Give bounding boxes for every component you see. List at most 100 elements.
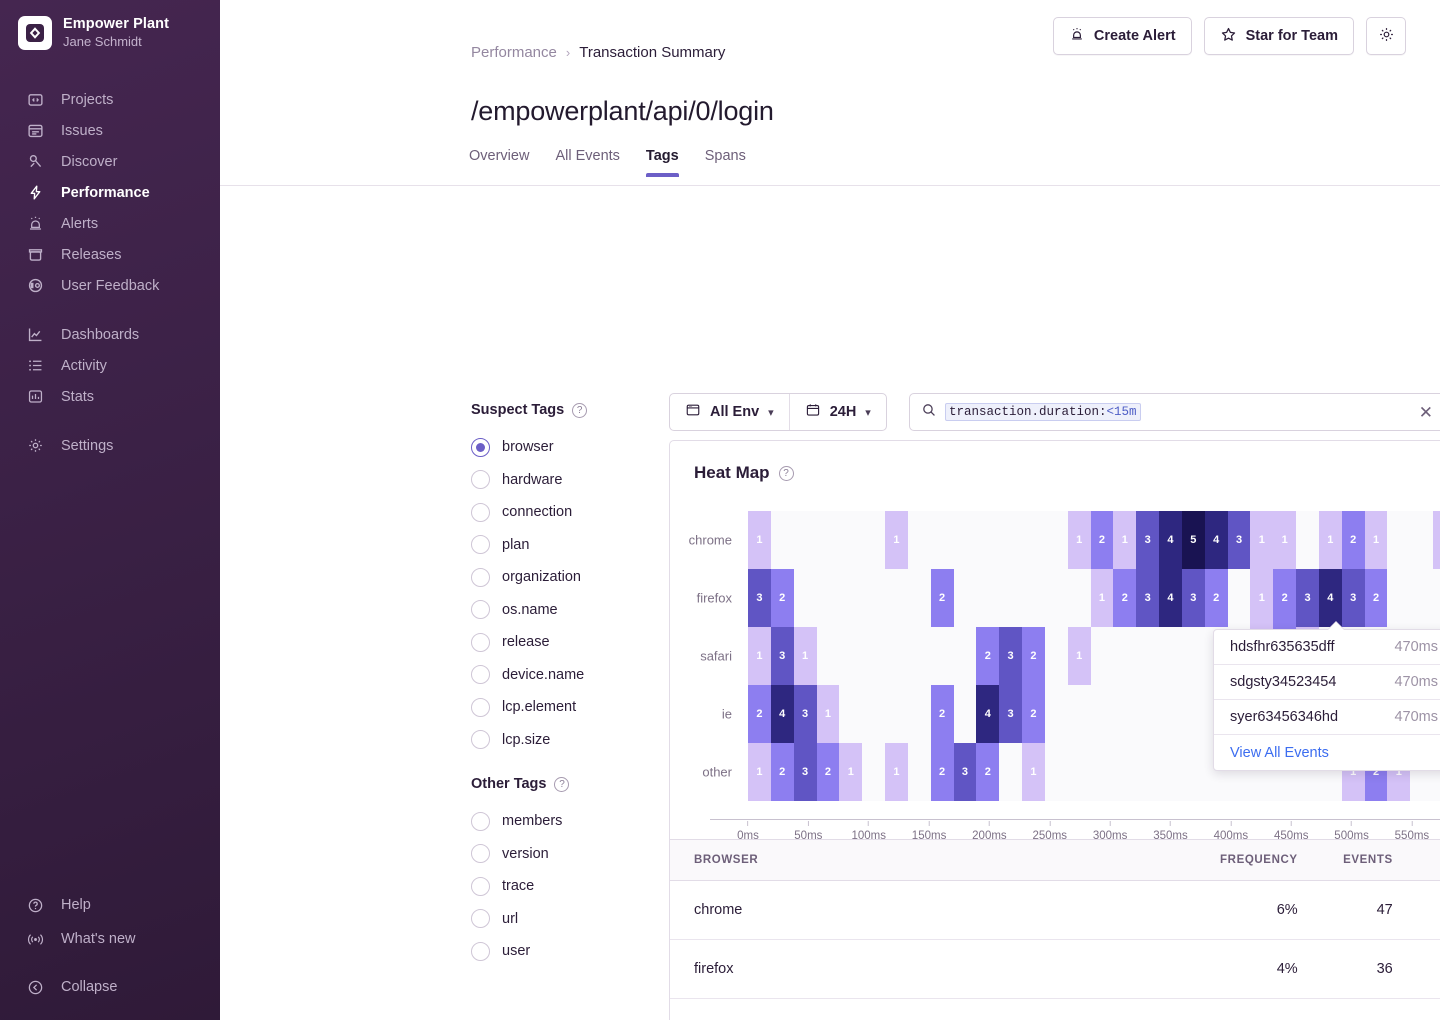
search-bar[interactable]: transaction.duration:<15m ✕: [909, 393, 1440, 431]
tag-option-plan[interactable]: plan: [471, 529, 656, 562]
tag-option-connection[interactable]: connection: [471, 496, 656, 529]
heat-map-cell[interactable]: 1: [748, 511, 771, 569]
heat-map-cell[interactable]: 1: [885, 511, 908, 569]
heat-map-cell[interactable]: [1159, 627, 1182, 685]
sidebar-item-dashboards[interactable]: Dashboards: [0, 319, 220, 350]
radio-icon[interactable]: [471, 437, 490, 457]
heat-map-cell[interactable]: [862, 743, 886, 801]
heat-map-cell[interactable]: 2: [1113, 569, 1137, 627]
heat-map-cell[interactable]: [1296, 511, 1319, 569]
heat-map-cell[interactable]: 3: [770, 627, 794, 685]
heat-map-cell[interactable]: 1: [1067, 511, 1091, 569]
heat-map-cell[interactable]: [793, 569, 817, 627]
heat-map-cell[interactable]: 2: [748, 685, 771, 743]
heat-map-cell[interactable]: [976, 569, 1000, 627]
help-circle-icon[interactable]: ?: [778, 465, 794, 481]
help-circle-icon[interactable]: ?: [572, 402, 588, 418]
heat-map-cell[interactable]: [1090, 685, 1114, 743]
tag-option-url[interactable]: url: [471, 903, 656, 936]
heat-map-cell[interactable]: 1: [1250, 511, 1274, 569]
environment-selector[interactable]: All Env ▾: [670, 394, 789, 430]
sidebar-item-alerts[interactable]: Alerts: [0, 208, 220, 239]
heat-map-cell[interactable]: [953, 685, 977, 743]
heat-map-cell[interactable]: [862, 569, 886, 627]
heat-map-cell[interactable]: [1387, 511, 1411, 569]
heat-map-cell[interactable]: [953, 569, 977, 627]
tab-tags[interactable]: Tags: [645, 148, 679, 177]
radio-icon[interactable]: [471, 665, 490, 685]
heat-map-cell[interactable]: [1136, 743, 1160, 801]
heat-map-cell[interactable]: 2: [1204, 569, 1228, 627]
radio-icon[interactable]: [471, 697, 490, 717]
heat-map-cell[interactable]: 5: [1181, 511, 1205, 569]
heat-map-cell[interactable]: 4: [976, 685, 1000, 743]
radio-icon[interactable]: [471, 811, 490, 831]
sidebar-item-projects[interactable]: Projects: [0, 84, 220, 115]
star-for-team-button[interactable]: Star for Team: [1203, 17, 1354, 55]
heat-map-cell[interactable]: [793, 511, 817, 569]
heat-map-cell[interactable]: 2: [930, 685, 954, 743]
heat-map-cell[interactable]: [885, 627, 908, 685]
heat-map-cell[interactable]: [1410, 569, 1434, 627]
heat-map-cell[interactable]: 2: [976, 627, 1000, 685]
heat-map-cell[interactable]: 2: [1341, 511, 1365, 569]
heat-map-cell[interactable]: 3: [1296, 569, 1319, 627]
heat-map-cell[interactable]: 3: [748, 569, 771, 627]
heat-map-cell[interactable]: 1: [1113, 511, 1137, 569]
settings-button[interactable]: [1366, 17, 1406, 55]
heat-map-cell[interactable]: 4: [1318, 569, 1342, 627]
heat-map-cell[interactable]: [885, 569, 908, 627]
heat-map-cell[interactable]: [1181, 743, 1205, 801]
column-header-events[interactable]: EVENTS: [1297, 839, 1393, 881]
heat-map-cell[interactable]: 1: [885, 743, 908, 801]
radio-icon[interactable]: [471, 535, 490, 555]
heat-map-cell[interactable]: [1113, 685, 1137, 743]
heat-map-cell[interactable]: [1136, 685, 1160, 743]
heat-map-cell[interactable]: 1: [748, 743, 771, 801]
heat-map-cell[interactable]: 2: [770, 569, 794, 627]
tooltip-row[interactable]: hdsfhr635635dff 470ms: [1214, 630, 1440, 665]
heat-map-cell[interactable]: [1090, 743, 1114, 801]
heat-map-cell[interactable]: [816, 511, 840, 569]
heat-map-cell[interactable]: [1433, 569, 1440, 627]
heat-map-cell[interactable]: 3: [1341, 569, 1365, 627]
column-header-frequency[interactable]: FREQUENCY: [1164, 839, 1298, 881]
clear-search-icon[interactable]: ✕: [1418, 402, 1433, 422]
sidebar-item-help[interactable]: Help: [0, 888, 220, 922]
heat-map-cell[interactable]: [862, 627, 886, 685]
heat-map-cell[interactable]: 1: [1090, 569, 1114, 627]
heat-map-cell[interactable]: 4: [1159, 569, 1182, 627]
tab-all-events[interactable]: All Events: [555, 148, 620, 164]
heat-map-cell[interactable]: [999, 743, 1023, 801]
heat-map-cell[interactable]: [816, 627, 840, 685]
heat-map-cell[interactable]: [907, 685, 931, 743]
heat-map-cell[interactable]: 3: [1227, 511, 1251, 569]
heat-map-cell[interactable]: 2: [976, 743, 1000, 801]
heat-map-cell[interactable]: 3: [793, 685, 817, 743]
heat-map-cell[interactable]: [1227, 569, 1251, 627]
heat-map-cell[interactable]: 1: [1433, 511, 1440, 569]
heat-map-cell[interactable]: [930, 511, 954, 569]
heat-map-cell[interactable]: 1: [1067, 627, 1091, 685]
sidebar-item-releases[interactable]: Releases: [0, 239, 220, 270]
sidebar-item-activity[interactable]: Activity: [0, 350, 220, 381]
radio-icon[interactable]: [471, 844, 490, 864]
create-alert-button[interactable]: Create Alert: [1052, 17, 1192, 55]
heat-map-cell[interactable]: 1: [1250, 569, 1274, 627]
tab-spans[interactable]: Spans: [704, 148, 746, 164]
radio-icon[interactable]: [471, 600, 490, 620]
heat-map-cell[interactable]: 3: [1181, 569, 1205, 627]
heat-map-cell[interactable]: [839, 569, 863, 627]
tooltip-row[interactable]: sdgsty34523454 470ms: [1214, 665, 1440, 700]
heat-map-cell[interactable]: [1044, 569, 1068, 627]
heat-map-cell[interactable]: [1067, 569, 1091, 627]
heat-map-cell[interactable]: 3: [793, 743, 817, 801]
heat-map-cell[interactable]: 3: [1136, 569, 1160, 627]
help-circle-icon[interactable]: ?: [554, 776, 570, 792]
radio-icon[interactable]: [471, 909, 490, 929]
sidebar-item-performance[interactable]: Performance: [0, 177, 220, 208]
heat-map-cell[interactable]: [953, 627, 977, 685]
tag-option-lcp-size[interactable]: lcp.size: [471, 724, 656, 757]
tooltip-view-all[interactable]: View All Events: [1214, 735, 1440, 770]
tag-option-user[interactable]: user: [471, 935, 656, 968]
